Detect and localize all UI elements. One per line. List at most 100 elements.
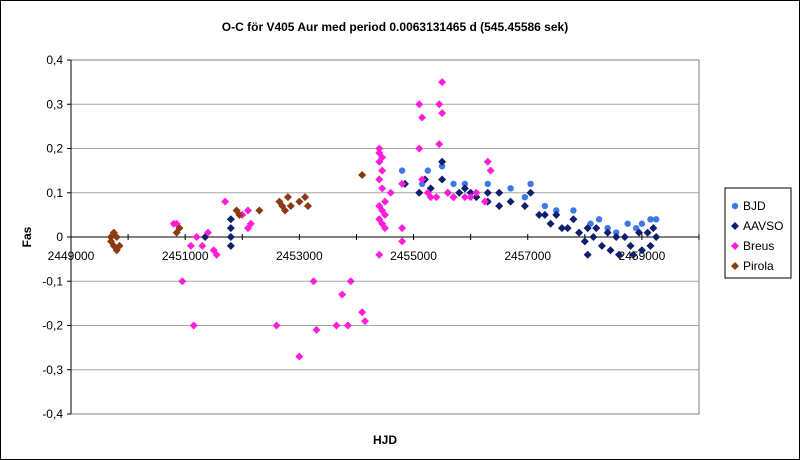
data-point-bjd: [484, 180, 491, 188]
data-point-aavso: [472, 193, 481, 202]
data-point-bjd: [553, 207, 560, 214]
data-point-breus: [361, 317, 370, 326]
series-aavso: [201, 157, 661, 259]
data-point-aavso: [552, 210, 561, 219]
y-tick-label: -0,4: [42, 407, 63, 421]
data-point-breus: [418, 113, 427, 122]
data-point-aavso: [546, 219, 555, 228]
data-point-bjd: [652, 216, 660, 223]
x-tick-label: 2453000: [276, 249, 323, 263]
y-axis-label: Fas: [20, 226, 34, 247]
data-point-aavso: [557, 224, 566, 233]
data-point-bjd: [450, 180, 457, 188]
data-point-breus: [486, 166, 495, 175]
legend-item-breus: Breus: [731, 239, 774, 253]
data-point-breus: [381, 210, 389, 219]
data-point-breus: [432, 193, 441, 202]
legend-marker-pirola: [731, 262, 739, 270]
y-tick-label: -0,1: [42, 274, 63, 288]
legend-marker-aavso: [731, 222, 739, 230]
data-point-breus: [221, 197, 230, 206]
data-point-aavso: [455, 188, 464, 197]
data-point-aavso: [615, 250, 624, 259]
grid-lines: [71, 103, 699, 371]
legend-label-pirola: Pirola: [743, 259, 774, 273]
data-point-aavso: [583, 250, 592, 259]
data-point-breus: [212, 250, 221, 259]
data-point-aavso: [592, 224, 601, 233]
data-point-bjd: [570, 207, 577, 214]
data-point-aavso: [438, 157, 447, 166]
y-tick-label: 0,1: [46, 186, 63, 200]
data-point-aavso: [635, 228, 644, 237]
legend-item-pirola: Pirola: [731, 259, 774, 273]
data-point-bjd: [521, 193, 529, 201]
x-tick-label: 2451000: [162, 249, 209, 263]
data-point-breus: [466, 193, 475, 202]
data-point-breus: [381, 197, 389, 206]
legend-item-bjd: BJD: [731, 199, 766, 213]
data-point-breus: [381, 224, 389, 233]
legend-label-bjd: BJD: [743, 199, 766, 213]
data-point-pirola: [255, 206, 264, 215]
data-point-breus: [375, 157, 384, 166]
data-point-breus: [435, 140, 444, 149]
data-point-bjd: [604, 224, 611, 232]
data-point-aavso: [226, 241, 235, 250]
data-point-pirola: [175, 224, 184, 233]
data-point-aavso: [637, 246, 646, 255]
data-point-breus: [189, 321, 198, 330]
data-point-breus: [398, 224, 407, 233]
data-point-aavso: [535, 210, 544, 219]
legend-item-aavso: AAVSO: [731, 219, 783, 233]
data-point-breus: [398, 179, 407, 188]
data-point-pirola: [235, 210, 244, 219]
data-point-breus: [338, 290, 347, 299]
data-point-breus: [346, 277, 355, 286]
data-point-breus: [272, 321, 281, 330]
data-point-bjd: [541, 202, 549, 210]
data-point-breus: [449, 193, 458, 202]
data-point-aavso: [563, 224, 572, 233]
legend-marker-bjd: [731, 202, 739, 210]
data-point-breus: [295, 352, 304, 361]
data-point-aavso: [643, 228, 652, 237]
data-point-aavso: [520, 202, 529, 211]
data-point-breus: [386, 188, 395, 197]
data-point-aavso: [460, 184, 469, 193]
data-point-aavso: [438, 175, 447, 184]
data-point-breus: [246, 219, 255, 228]
data-point-bjd: [613, 229, 620, 236]
y-tick-label: 0: [56, 230, 63, 244]
data-point-aavso: [569, 215, 578, 224]
series-bjd: [398, 163, 660, 236]
data-point-breus: [375, 250, 384, 259]
data-point-bjd: [624, 220, 631, 227]
data-point-breus: [472, 188, 481, 197]
data-point-aavso: [646, 241, 655, 250]
data-point-breus: [186, 241, 195, 250]
data-point-pirola: [301, 193, 310, 202]
y-tick-label: -0,3: [42, 363, 63, 377]
x-tick-label: 2449000: [48, 249, 95, 263]
data-point-aavso: [466, 188, 475, 197]
data-point-aavso: [589, 233, 598, 241]
data-point-aavso: [626, 241, 635, 250]
data-point-aavso: [575, 228, 584, 237]
chart-title: O-C för V405 Aur med period 0.0063131465…: [222, 20, 568, 34]
data-point-breus: [378, 184, 387, 193]
data-point-aavso: [506, 197, 515, 206]
data-point-breus: [178, 277, 187, 286]
data-point-breus: [378, 166, 387, 175]
x-axis: 2449000 2451000 2453000 2455000 2457000 24590…: [48, 234, 700, 263]
x-axis-label: HJD: [373, 433, 397, 447]
series-breus: [169, 78, 495, 361]
x-tick-label: 2455000: [390, 249, 437, 263]
data-point-breus: [438, 109, 447, 118]
data-point-aavso: [495, 188, 504, 197]
data-points: [106, 78, 661, 361]
y-axis: -0,4 -0,3 -0,2 -0,1 0 0,1 0,2 0,3 0,4: [42, 53, 72, 421]
data-point-bjd: [507, 185, 514, 192]
data-point-breus: [426, 193, 435, 202]
